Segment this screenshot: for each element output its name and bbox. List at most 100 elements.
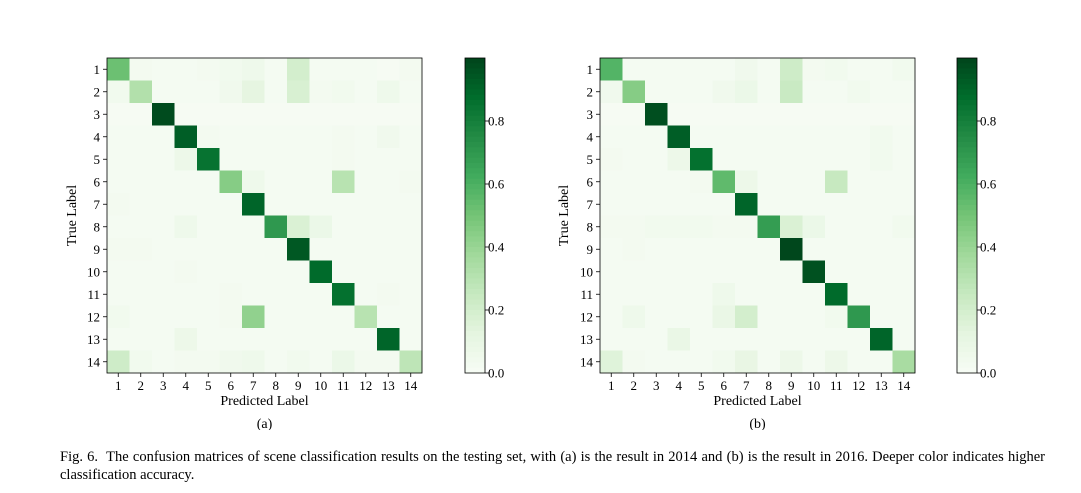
cell-r13-c3 — [645, 328, 668, 351]
cell-r5-c5 — [690, 148, 713, 171]
cell-r4-c1 — [107, 125, 130, 149]
cell-r14-c5 — [197, 350, 220, 374]
cell-r1-c11 — [332, 58, 355, 81]
cell-r5-c1 — [107, 148, 130, 171]
cell-r12-c7 — [735, 305, 758, 329]
cell-r8-c11 — [332, 215, 355, 239]
cell-r5-c6 — [712, 148, 736, 171]
colorbar-segment — [465, 278, 485, 285]
cell-r6-c6 — [712, 170, 736, 194]
cell-r2-c10 — [309, 80, 333, 104]
x-tick-label-1: 1 — [115, 378, 122, 393]
cell-r2-c4 — [667, 80, 691, 104]
x-tick-label-13: 13 — [382, 378, 395, 393]
cell-r3-c2 — [129, 103, 153, 126]
y-tick-label-4: 4 — [587, 129, 594, 144]
x-tick-label-3: 3 — [653, 378, 660, 393]
cell-r3-c4 — [667, 103, 691, 126]
cell-r9-c6 — [219, 238, 243, 261]
cell-r6-c2 — [622, 170, 646, 194]
cell-r3-c1 — [600, 103, 623, 126]
colorbar-segment — [957, 68, 977, 75]
cell-r13-c9 — [287, 328, 310, 351]
colorbar-segment — [465, 273, 485, 279]
colorbar-segment — [465, 131, 485, 138]
colorbar-segment — [957, 110, 977, 117]
cell-r8-c14 — [399, 215, 423, 239]
x-tick-label-5: 5 — [698, 378, 705, 393]
cell-r2-c1 — [600, 80, 623, 104]
cell-r4-c6 — [712, 125, 736, 149]
cell-r7-c12 — [354, 193, 378, 216]
cell-r6-c11 — [332, 170, 355, 194]
cell-r6-c1 — [107, 170, 130, 194]
cell-r3-c10 — [309, 103, 333, 126]
cell-r2-c13 — [377, 80, 400, 104]
cell-r8-c10 — [309, 215, 333, 239]
cell-r3-c5 — [690, 103, 713, 126]
cell-r14-c11 — [825, 350, 848, 374]
cell-r11-c5 — [197, 283, 220, 306]
figure-canvas: 1 2 3 4 5 6 7 8 9 10 11 12 13 141234567891011121314Pr… — [65, 57, 997, 430]
cell-r10-c10 — [802, 260, 826, 284]
y-tick-label-10: 10 — [87, 264, 100, 279]
y-tick-label-7: 7 — [587, 197, 594, 212]
cell-r11-c6 — [219, 283, 243, 306]
x-tick-label-11: 11 — [337, 378, 350, 393]
cell-r13-c4 — [174, 328, 198, 351]
cell-r12-c14 — [892, 305, 916, 329]
colorbar-segment — [957, 331, 977, 337]
cell-r11-c8 — [264, 283, 288, 306]
cell-r7-c4 — [667, 193, 691, 216]
cell-r9-c4 — [667, 238, 691, 261]
cell-r6-c11 — [825, 170, 848, 194]
cell-r12-c7 — [242, 305, 265, 329]
cell-r5-c8 — [264, 148, 288, 171]
cell-r9-c8 — [264, 238, 288, 261]
colorbar-segment — [465, 268, 485, 274]
cell-r2-c14 — [892, 80, 916, 104]
colorbar-segment — [957, 73, 977, 80]
cell-r11-c10 — [802, 283, 826, 306]
cell-r4-c9 — [287, 125, 310, 149]
cell-r13-c13 — [870, 328, 893, 351]
cell-r14-c14 — [892, 350, 916, 374]
cell-r1-c10 — [802, 58, 826, 81]
cell-r6-c5 — [690, 170, 713, 194]
cell-r14-c11 — [332, 350, 355, 374]
colorbar-tick-label-0.4: 0.4 — [488, 240, 505, 255]
cell-r13-c11 — [825, 328, 848, 351]
cell-r1-c10 — [309, 58, 333, 81]
cell-r8-c1 — [600, 215, 623, 239]
cell-r6-c9 — [780, 170, 803, 194]
colorbar-segment — [465, 257, 485, 264]
cell-r8-c2 — [622, 215, 646, 239]
colorbar-segment — [957, 168, 977, 174]
cell-r2-c3 — [152, 80, 175, 104]
cell-r10-c10 — [309, 260, 333, 284]
cell-r10-c12 — [847, 260, 871, 284]
cell-r6-c4 — [174, 170, 198, 194]
cell-r1-c5 — [690, 58, 713, 81]
cell-r9-c2 — [129, 238, 153, 261]
y-tick-label-12: 12 — [87, 309, 100, 324]
cell-r3-c8 — [264, 103, 288, 126]
cell-r5-c13 — [870, 148, 893, 171]
colorbar-segment — [957, 325, 977, 332]
colorbar-segment — [957, 273, 977, 279]
colorbar-segment — [465, 126, 485, 132]
cell-r14-c10 — [802, 350, 826, 374]
cell-r3-c13 — [377, 103, 400, 126]
colorbar-segment — [465, 220, 485, 227]
cell-r13-c2 — [129, 328, 153, 351]
cell-r3-c3 — [645, 103, 668, 126]
confusion-matrix-b: 1 2 3 4 5 6 7 8 9 10 11 12 13 141234567891011121314Pr… — [557, 57, 997, 430]
cell-r9-c11 — [825, 238, 848, 261]
cell-r9-c11 — [332, 238, 355, 261]
cell-r10-c3 — [645, 260, 668, 284]
cell-r5-c12 — [847, 148, 871, 171]
cell-r11-c11 — [825, 283, 848, 306]
cell-r12-c12 — [354, 305, 378, 329]
cell-r2-c7 — [242, 80, 265, 104]
cell-r13-c8 — [757, 328, 781, 351]
